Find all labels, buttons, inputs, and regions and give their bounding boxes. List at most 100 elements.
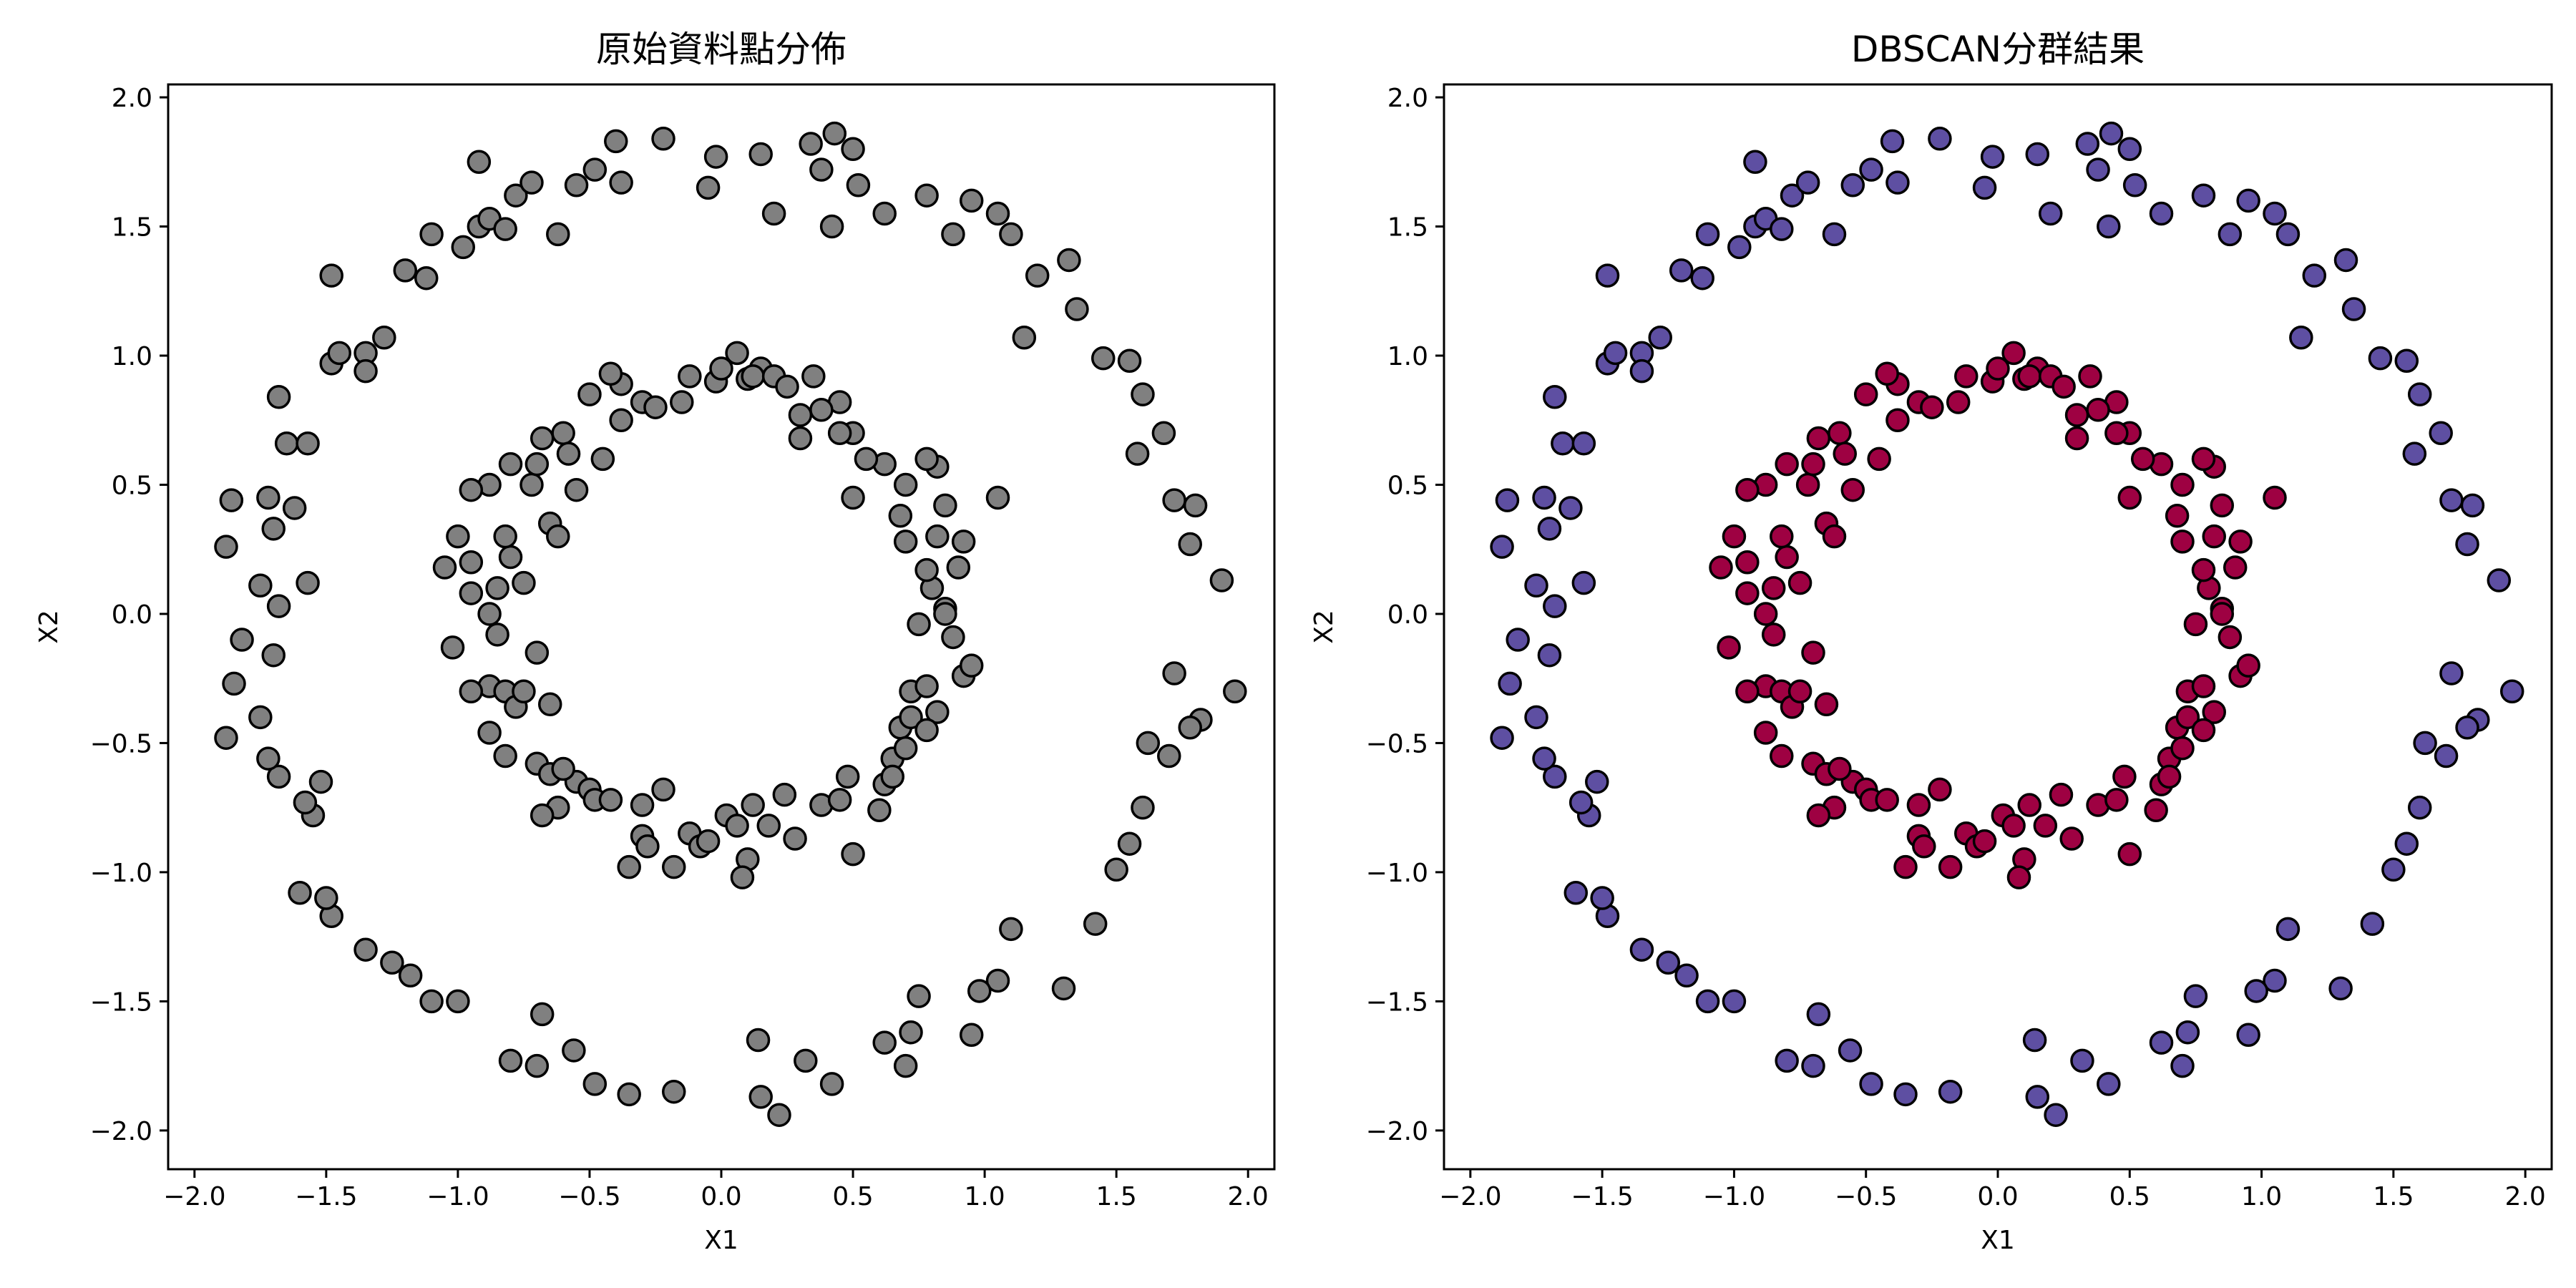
left-scatter-point-series-0 bbox=[319, 263, 343, 288]
right-scatter-point-series-1 bbox=[2064, 426, 2089, 451]
left-scatter-point-series-0 bbox=[899, 1020, 923, 1045]
right-chart-title: DBSCAN分群結果 bbox=[1851, 29, 2145, 70]
left-scatter-point-series-0 bbox=[519, 170, 544, 195]
left-scatter-point-series-0 bbox=[296, 570, 320, 595]
right-points bbox=[1490, 121, 2524, 1127]
left-scatter-point-series-0 bbox=[525, 640, 550, 665]
left-scatter-point-series-0 bbox=[867, 798, 892, 823]
left-scatter-point-series-0 bbox=[432, 555, 457, 580]
left-x-tick-label: 1.5 bbox=[1096, 1182, 1137, 1211]
right-scatter-point-series-0 bbox=[1838, 1038, 1863, 1063]
right-y-tick-label: −1.5 bbox=[1366, 987, 1428, 1017]
left-scatter-point-series-0 bbox=[1117, 348, 1142, 373]
left-scatter-point-series-0 bbox=[214, 726, 238, 750]
left-scatter-point-series-0 bbox=[1136, 731, 1161, 756]
left-scatter-point-series-0 bbox=[809, 157, 834, 182]
left-y-tick-label: −1.0 bbox=[90, 859, 152, 888]
left-scatter-point-series-0 bbox=[951, 530, 976, 554]
left-x-tick-label: −0.5 bbox=[558, 1182, 620, 1211]
right-scatter-point-series-1 bbox=[1875, 361, 1899, 386]
left-scatter-point-series-0 bbox=[880, 764, 905, 789]
right-x-tick-label: −2.0 bbox=[1439, 1182, 1501, 1211]
left-scatter-point-series-0 bbox=[493, 217, 517, 241]
left-scatter-point-series-0 bbox=[933, 602, 957, 626]
right-scatter-point-series-0 bbox=[1928, 127, 1952, 151]
right-scatter-point-series-0 bbox=[1590, 886, 1614, 910]
left-scatter-point-series-0 bbox=[598, 361, 623, 386]
left-scatter-point-series-0 bbox=[512, 679, 536, 703]
right-scatter-point-series-0 bbox=[2460, 493, 2485, 518]
right-scatter-point-series-0 bbox=[2402, 441, 2427, 466]
left-scatter-point-series-0 bbox=[661, 1079, 686, 1104]
left-scatter-point-series-0 bbox=[914, 557, 939, 582]
right-scatter-point-series-0 bbox=[1743, 150, 1767, 175]
left-scatter-point-series-0 bbox=[907, 612, 931, 637]
right-scatter-point-series-0 bbox=[1571, 431, 1596, 456]
right-y-tick-label: 0.0 bbox=[1387, 600, 1428, 630]
right-scatter-point-series-1 bbox=[2165, 504, 2190, 528]
left-scatter-point-series-0 bbox=[222, 671, 246, 696]
right-scatter-point-series-1 bbox=[1770, 524, 1794, 549]
right-scatter-point-series-0 bbox=[2360, 912, 2385, 936]
left-scatter-point-series-0 bbox=[1117, 831, 1142, 856]
left-scatter-point-series-0 bbox=[946, 555, 971, 580]
right-scatter-point-series-1 bbox=[1735, 581, 1760, 605]
left-y-tick-label: 0.0 bbox=[112, 600, 152, 630]
right-scatter-point-series-1 bbox=[1735, 550, 1760, 575]
right-scatter-point-series-0 bbox=[2117, 137, 2142, 161]
left-scatter-point-series-0 bbox=[959, 188, 984, 213]
left-scatter-point-series-0 bbox=[353, 937, 378, 962]
right-scatter-point-series-0 bbox=[2333, 248, 2358, 273]
right-scatter-point-series-0 bbox=[2038, 201, 2063, 226]
right-scatter-point-series-0 bbox=[1563, 881, 1589, 905]
right-x-tick-label: −0.5 bbox=[1835, 1182, 1897, 1211]
left-scatter-point-series-0 bbox=[730, 865, 755, 889]
right-scatter-point-series-0 bbox=[1543, 764, 1567, 789]
right-scatter-point-series-1 bbox=[2170, 472, 2195, 497]
left-scatter-point-series-0 bbox=[537, 692, 562, 717]
left-scatter-point-series-0 bbox=[1051, 976, 1076, 1001]
left-points bbox=[214, 121, 1247, 1127]
right-scatter-point-series-0 bbox=[1727, 235, 1752, 260]
right-scatter-point-series-1 bbox=[1722, 524, 1747, 549]
right-scatter-point-series-1 bbox=[2183, 612, 2208, 637]
left-scatter-point-series-0 bbox=[459, 679, 484, 703]
left-scatter-point-series-0 bbox=[801, 364, 826, 389]
left-scatter-point-series-0 bbox=[748, 142, 773, 167]
right-scatter-panel: DBSCAN分群結果 X1 X2 −2.0 −1.5 −1.0 −0.5 0.0 0.5 1… bbox=[1309, 29, 2553, 1255]
left-scatter-point-series-0 bbox=[907, 984, 931, 1008]
left-y-tick-label: 2.0 bbox=[112, 84, 152, 113]
left-scatter-point-series-0 bbox=[598, 788, 623, 812]
left-scatter-point-series-0 bbox=[288, 881, 312, 905]
right-scatter-point-series-0 bbox=[2439, 488, 2464, 512]
right-scatter-point-series-1 bbox=[2191, 557, 2216, 582]
left-scatter-point-series-0 bbox=[841, 485, 865, 510]
left-scatter-point-series-0 bbox=[274, 431, 299, 456]
left-scatter-point-series-0 bbox=[1178, 716, 1202, 740]
right-scatter-point-series-0 bbox=[1558, 496, 1583, 520]
right-scatter-point-series-1 bbox=[2191, 447, 2216, 472]
left-scatter-point-series-0 bbox=[327, 341, 352, 366]
left-scatter-point-series-0 bbox=[617, 1082, 641, 1107]
right-scatter-point-series-0 bbox=[2236, 188, 2260, 213]
right-x-tick-label: 0.0 bbox=[1977, 1182, 2018, 1211]
right-scatter-point-series-0 bbox=[2191, 183, 2216, 208]
left-scatter-point-series-0 bbox=[214, 535, 238, 559]
left-scatter-point-series-0 bbox=[1091, 346, 1116, 371]
left-scatter-point-series-0 bbox=[546, 524, 570, 549]
right-scatter-point-series-0 bbox=[2263, 968, 2287, 993]
right-scatter-point-series-0 bbox=[1674, 963, 1699, 988]
left-scatter-point-series-0 bbox=[296, 431, 320, 456]
right-scatter-point-series-0 bbox=[2099, 121, 2124, 146]
right-scatter-point-series-0 bbox=[1506, 628, 1530, 652]
right-scatter-point-series-1 bbox=[2218, 625, 2243, 650]
right-scatter-point-series-1 bbox=[1775, 452, 1799, 477]
left-x-tick-label: 2.0 bbox=[1228, 1182, 1269, 1211]
left-scatter-point-series-0 bbox=[1223, 679, 1247, 703]
right-x-tick-label: −1.5 bbox=[1571, 1182, 1633, 1211]
right-scatter-point-series-1 bbox=[2170, 530, 2195, 554]
right-scatter-point-series-1 bbox=[1828, 421, 1852, 446]
right-scatter-point-series-0 bbox=[2149, 201, 2174, 226]
left-scatter-point-series-0 bbox=[822, 121, 847, 146]
left-x-tick-label: −2.0 bbox=[163, 1182, 225, 1211]
